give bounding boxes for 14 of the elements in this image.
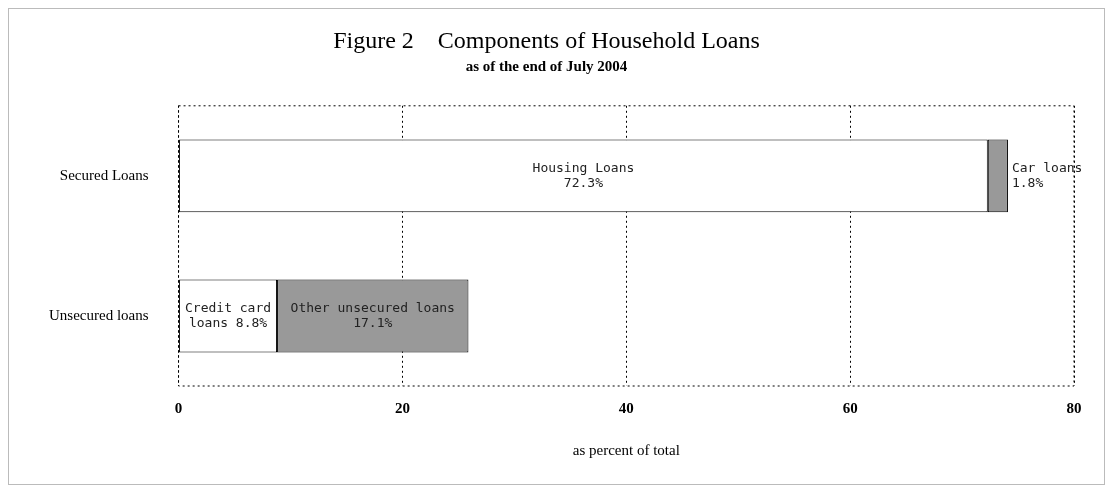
- x-tick-label: 60: [842, 399, 858, 416]
- data-label: Other unsecured loans 17.1%: [290, 299, 455, 330]
- x-tick-label: 20: [394, 399, 410, 416]
- x-tick-label: 40: [618, 399, 634, 416]
- data-label: Housing Loans 72.3%: [532, 159, 635, 190]
- x-tick-label: 0: [174, 399, 183, 416]
- chart-title: Figure 2 Components of Household Loans: [333, 26, 760, 53]
- data-label: Credit card loans 8.8%: [185, 299, 272, 330]
- chart-subtitle: as of the end of July 2004: [465, 57, 628, 74]
- x-tick-label: 80: [1066, 399, 1082, 416]
- data-label: Car loans 1.8%: [1011, 159, 1083, 190]
- x-axis-title: as percent of total: [572, 441, 680, 458]
- y-tick-label: Unsecured loans: [48, 306, 149, 323]
- y-tick-label: Secured Loans: [59, 166, 149, 183]
